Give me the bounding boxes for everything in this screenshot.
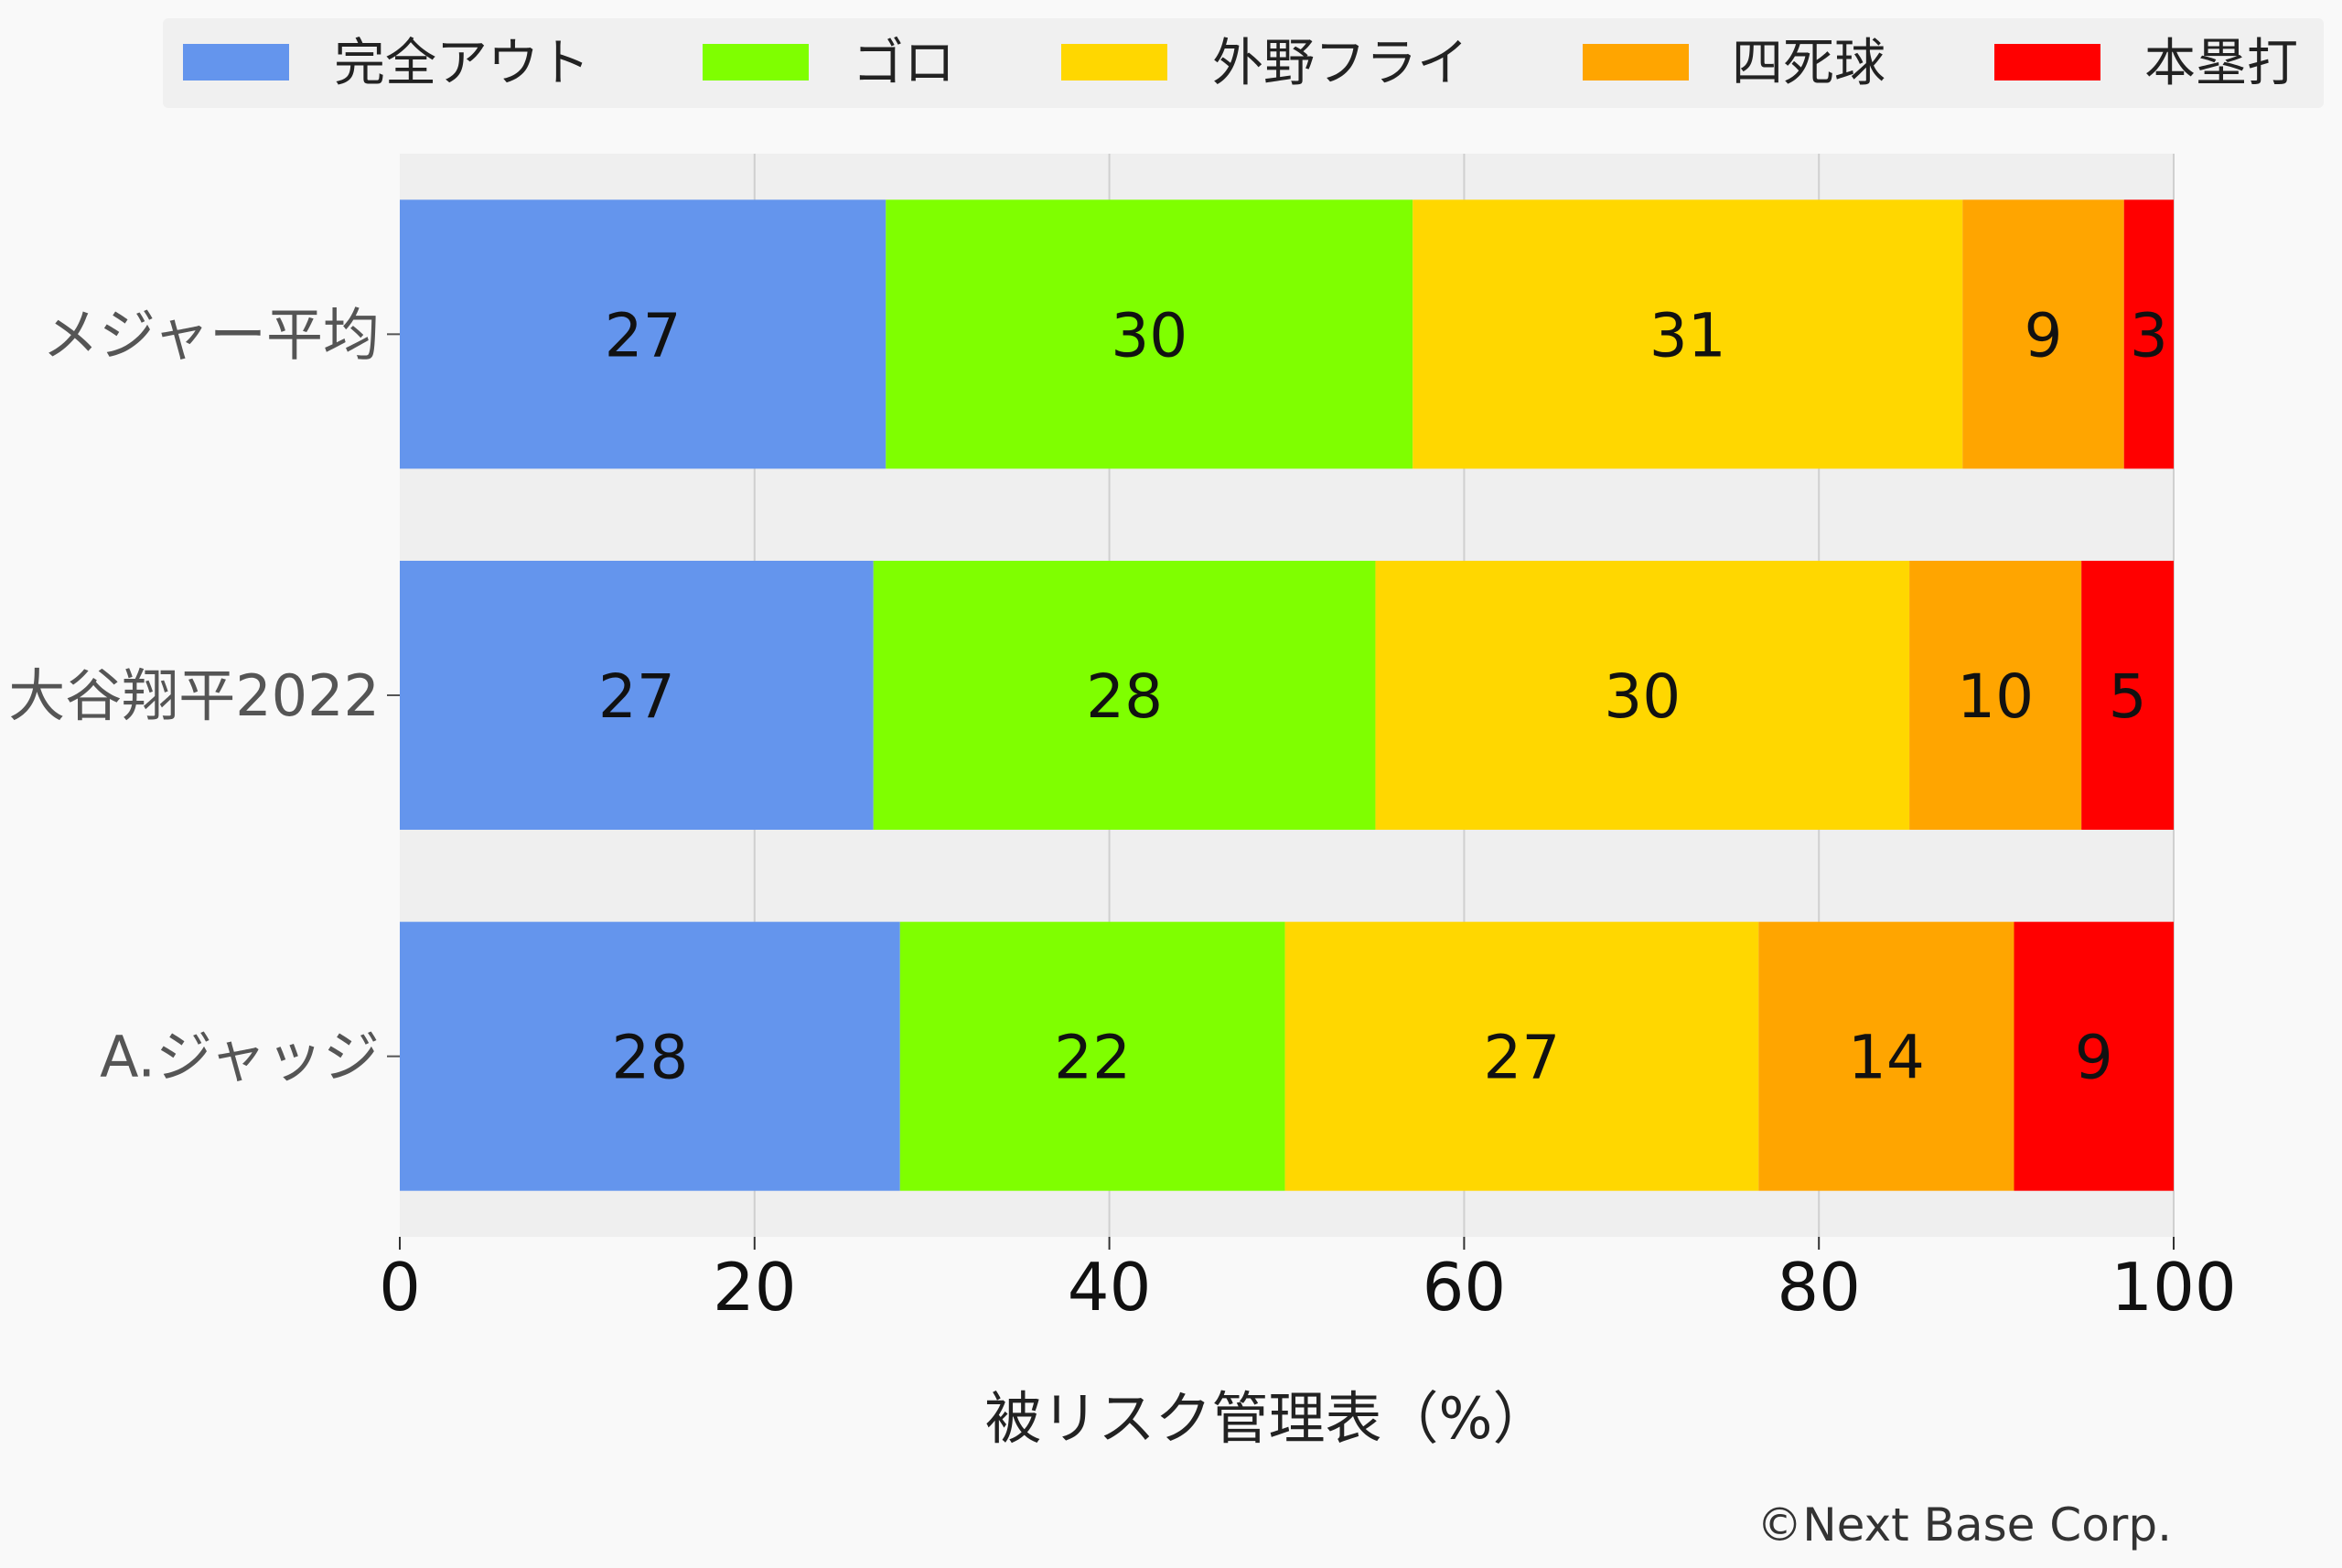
bar-segment	[2081, 560, 2174, 831]
bar-segment	[400, 560, 874, 831]
bar-segment	[1909, 560, 2082, 831]
bar-data-label: 30	[1604, 661, 1681, 732]
bar-data-label: 14	[1848, 1023, 1925, 1093]
legend-label: 外野フライ	[1212, 34, 1468, 93]
x-tick-label: 40	[1068, 1249, 1152, 1326]
bar-segment	[400, 921, 900, 1191]
legend-swatch	[703, 44, 809, 81]
x-tick-label: 20	[713, 1249, 797, 1326]
x-tick-label: 80	[1777, 1249, 1861, 1326]
y-tick-label: メジャー平均	[42, 301, 380, 368]
bar-data-label: 27	[598, 661, 675, 732]
bar-segment	[2123, 199, 2174, 469]
bar-segment	[1375, 560, 1910, 831]
legend-swatch	[183, 44, 289, 81]
bar-segment	[1413, 199, 1963, 469]
bar-data-label: 30	[1111, 300, 1187, 371]
bar-data-label: 27	[1483, 1023, 1560, 1093]
legend-swatch	[1583, 44, 1689, 81]
bar-data-label: 5	[2109, 661, 2147, 732]
legend-label: ゴロ	[853, 34, 955, 93]
bar-segment	[886, 199, 1413, 469]
bar-data-label: 28	[611, 1023, 688, 1093]
bar-data-label: 3	[2130, 300, 2168, 371]
legend-box	[163, 18, 2324, 108]
bar-segment	[400, 199, 886, 469]
bar-segment	[1962, 199, 2124, 469]
y-tick-label: A.ジャッジ	[100, 1024, 380, 1090]
bar-data-label: 22	[1054, 1023, 1131, 1093]
x-axis: 0 20 40 60 80 100	[379, 1237, 2237, 1326]
bar-segment	[2014, 921, 2174, 1191]
bar-segment	[1758, 921, 2014, 1191]
bar-data-label: 27	[605, 300, 682, 371]
bar-data-label: 31	[1649, 300, 1726, 371]
bar-data-label: 28	[1086, 661, 1163, 732]
bar-data-label: 9	[2024, 300, 2062, 371]
bar-data-label: 10	[1957, 661, 2034, 732]
x-tick-label: 60	[1423, 1249, 1507, 1326]
bar-segment	[899, 921, 1285, 1191]
x-tick-label: 0	[379, 1249, 421, 1326]
bars: 27 30 31 9 327 28 30 10 528 22 27 14 9	[400, 199, 2174, 1191]
x-axis-label: 被リスク管理表（%）	[985, 1385, 1550, 1452]
legend-label: 四死球	[1732, 34, 1885, 93]
legend-swatch	[1061, 44, 1167, 81]
legend-swatch	[1994, 44, 2100, 81]
credit-text: ©Next Base Corp.	[1756, 1498, 2172, 1552]
legend-label: 完全アウト	[334, 34, 590, 93]
legend-label: 本塁打	[2144, 34, 2298, 93]
bar-segment	[1284, 921, 1759, 1191]
y-tick-label: 大谷翔平2022	[8, 662, 380, 729]
bar-segment	[873, 560, 1376, 831]
x-tick-label: 100	[2111, 1249, 2236, 1326]
legend: 完全アウト ゴロ 外野フライ 四死球 本塁打	[183, 34, 2298, 93]
bar-data-label: 9	[2075, 1023, 2113, 1093]
